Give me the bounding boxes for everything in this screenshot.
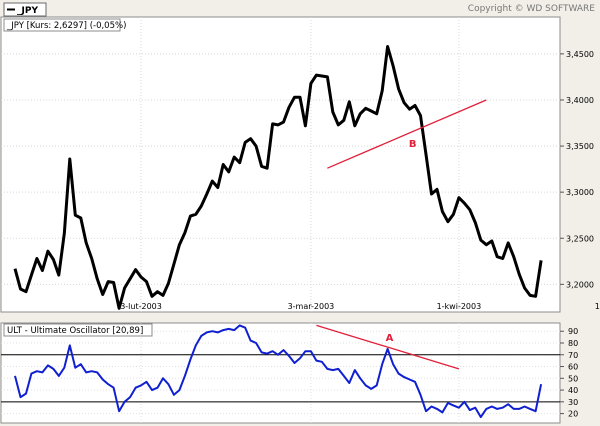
price-ytick-label: 3,2500 [566, 234, 594, 243]
price-xtick-label: 1-maj-2003 [595, 302, 600, 311]
oscillator-legend-box [3, 323, 153, 337]
price-ytick-label: 3,3500 [566, 142, 594, 151]
oscillator-ytick-label: 60 [568, 363, 578, 372]
oscillator-ytick-label: 30 [568, 398, 578, 407]
oscillator-ytick-label: 90 [568, 327, 578, 336]
oscillator-series-line [14, 324, 543, 419]
oscillator-ytick-label: 70 [568, 351, 578, 360]
price-ytick-label: 3,4000 [566, 96, 594, 105]
price-ytick-label: 3,2000 [566, 280, 594, 289]
oscillator-ytick-label: 20 [568, 410, 578, 419]
price-plot-area[interactable] [0, 16, 561, 313]
trendline-b-label: B [409, 139, 417, 150]
price-xtick-label: 3-mar-2003 [288, 302, 335, 311]
price-legend-box [3, 18, 121, 32]
symbol-label: _JPY [17, 6, 38, 16]
price-x-axis: 3-lut-2003 3-mar-2003 1-kwi-2003 1-maj-2003 [120, 302, 600, 311]
price-legend: _JPY [Kurs: 2,6297] (-0,05%) [6, 21, 126, 31]
price-series-line [13, 45, 543, 310]
symbol-box[interactable] [3, 2, 47, 17]
oscillator-ytick-label: 40 [568, 386, 578, 395]
price-y-axis: 3,4500 3,4000 3,3500 3,3000 3,2500 3,2000 [560, 50, 594, 289]
price-gridlines [1, 17, 560, 312]
trendline-a [316, 324, 460, 370]
oscillator-ytick-label: 80 [568, 339, 578, 348]
price-ytick-label: 3,4500 [566, 50, 594, 59]
oscillator-y-axis: 90 80 70 60 50 40 30 20 [560, 327, 578, 419]
oscillator-legend: ULT - Ultimate Oscillator [20,89] [7, 326, 143, 336]
oscillator-panel: 90 80 70 60 50 40 30 20 A ULT - Ultimate Oscill… [0, 322, 578, 424]
oscillator-ytick-label: 50 [568, 374, 578, 383]
trendline-a-label: A [386, 333, 394, 344]
price-ytick-label: 3,3000 [566, 188, 594, 197]
oscillator-levels [1, 354, 560, 403]
copyright-text: Copyright © WD SOFTWARE [468, 4, 596, 14]
price-panel: 3,4500 3,4000 3,3500 3,3000 3,2500 3,2000 3-l… [0, 16, 600, 313]
price-xtick-label: 1-kwi-2003 [437, 302, 482, 311]
price-xtick-label: 3-lut-2003 [120, 302, 162, 311]
trendline-b [327, 99, 487, 169]
